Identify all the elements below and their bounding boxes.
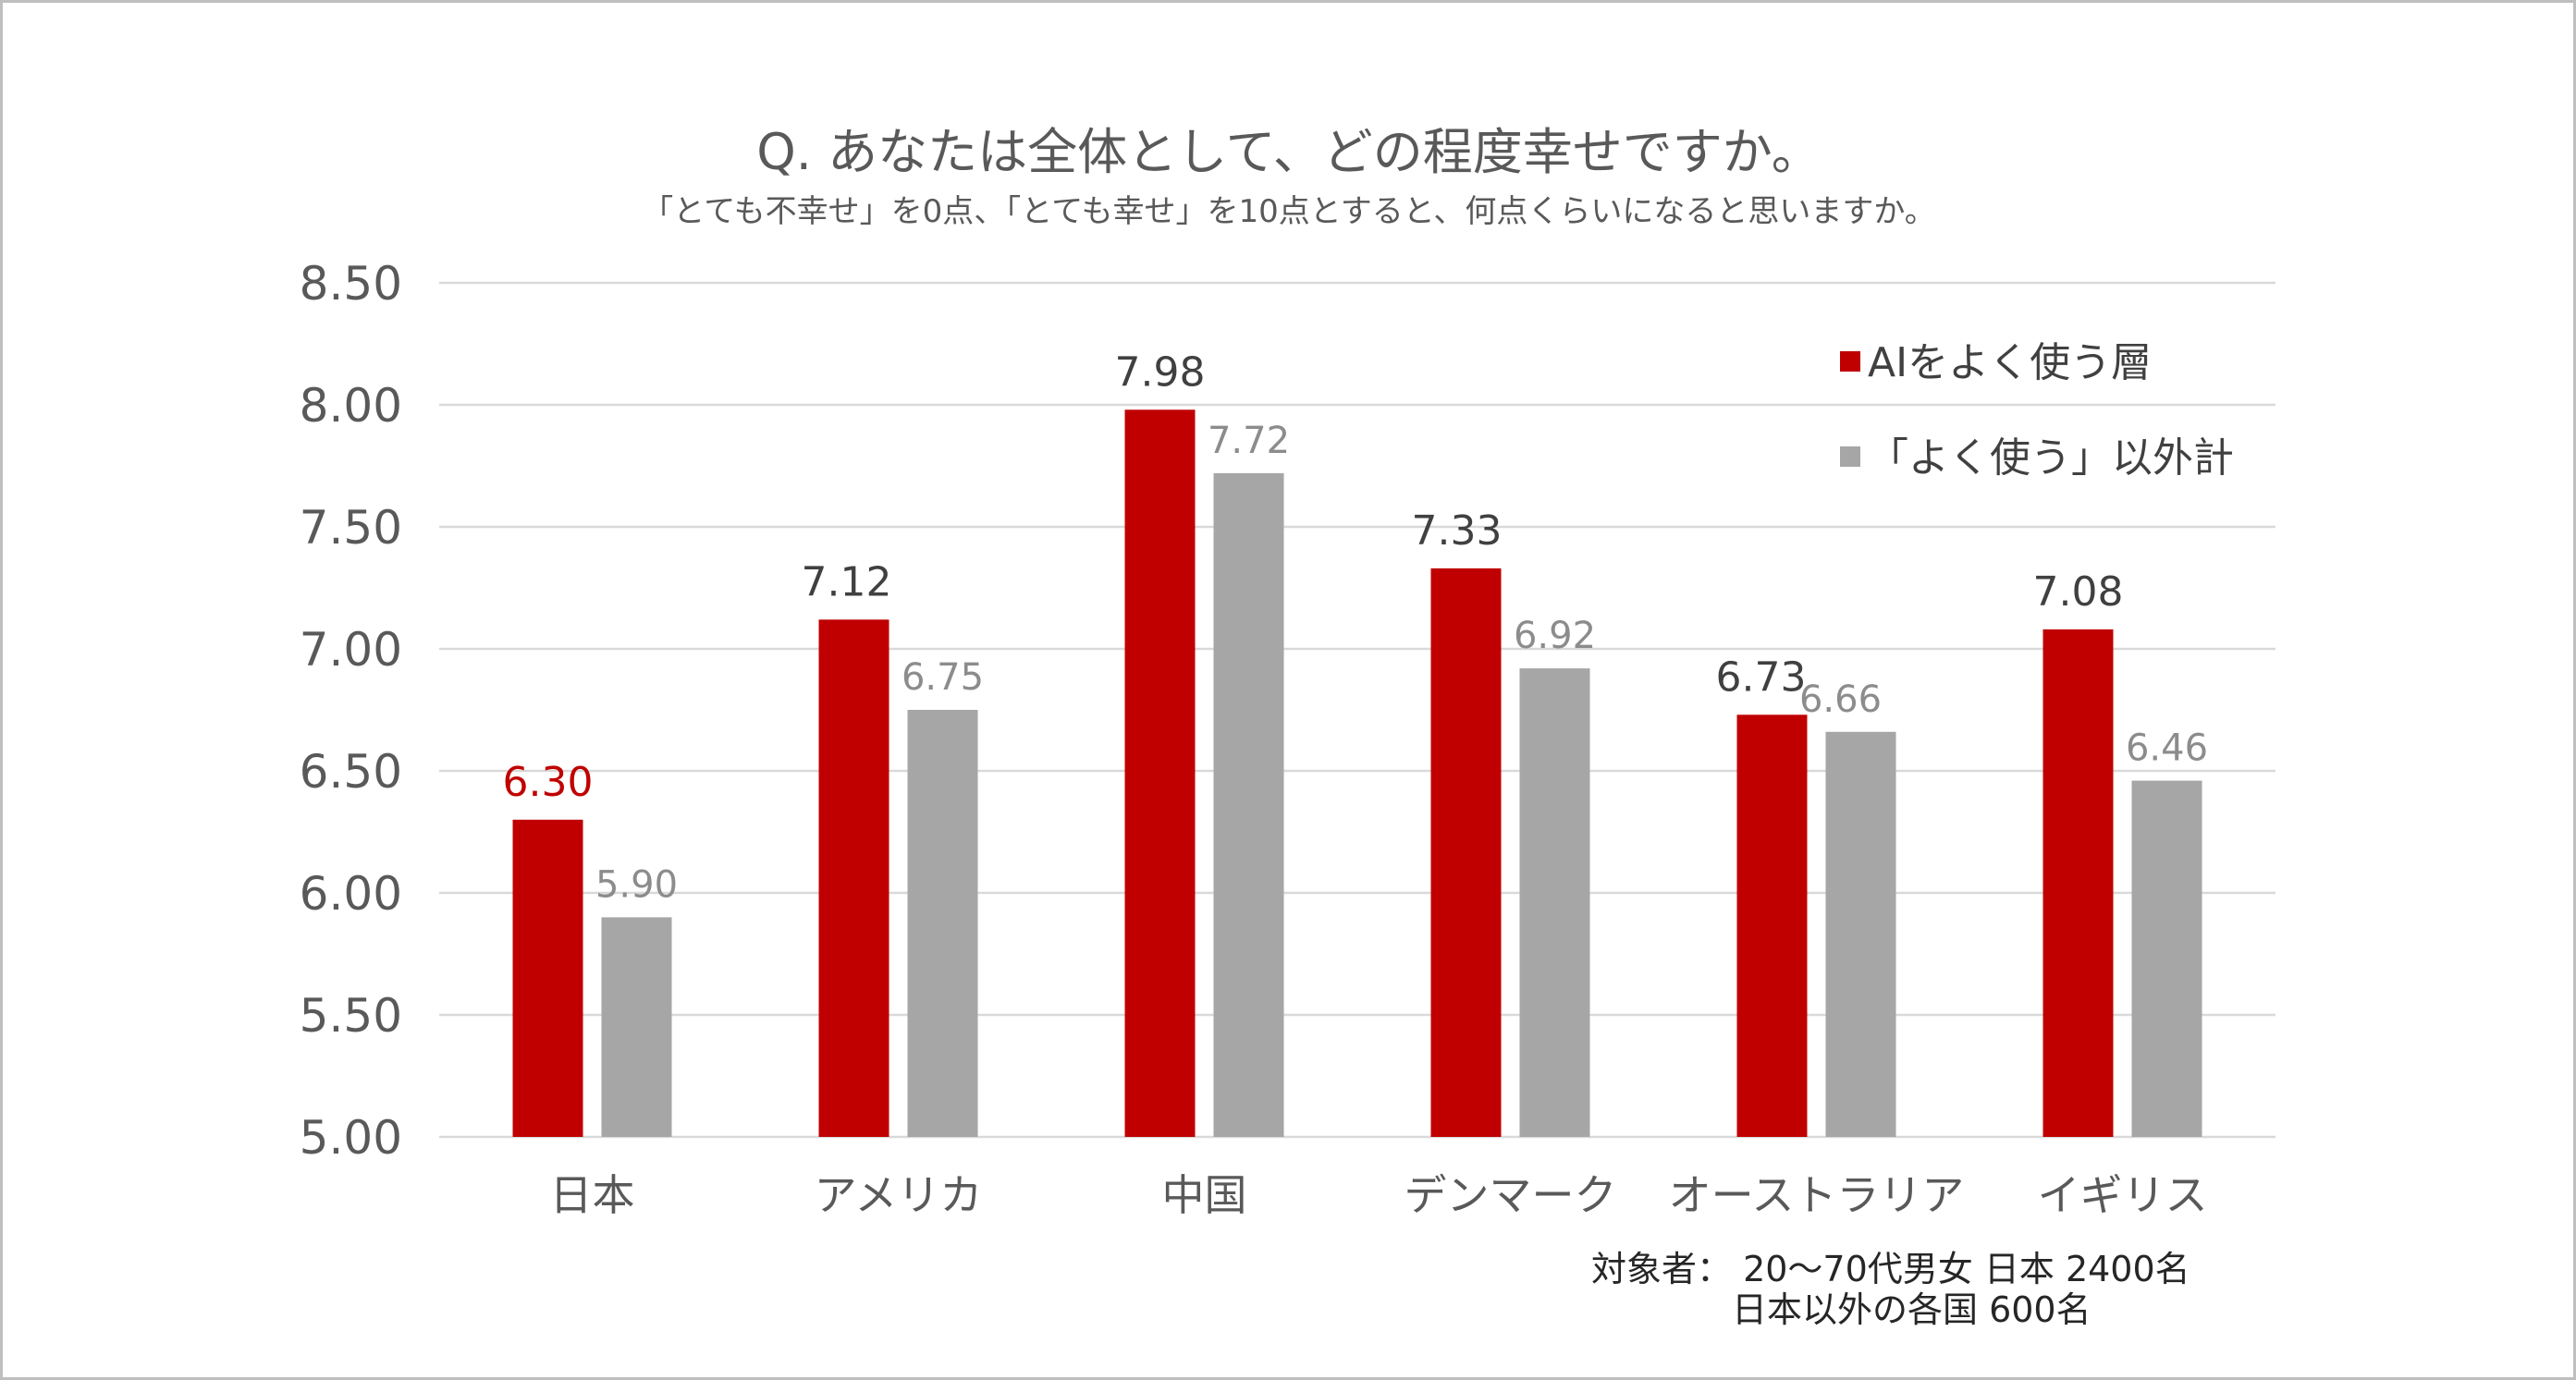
y-tick-label: 7.00 (300, 623, 402, 677)
legend-swatch-ai-users (1840, 351, 1860, 372)
y-tick-label: 6.50 (300, 745, 402, 799)
label-ai-users-0: 6.30 (503, 759, 594, 806)
bar-ai-users-0 (512, 819, 583, 1137)
y-axis: 5.00 5.50 6.00 6.50 7.00 7.50 8.00 8.50 (300, 257, 402, 1165)
bar-others-2 (1213, 472, 1284, 1137)
label-ai-users-1: 7.12 (802, 558, 892, 605)
bars (512, 409, 2202, 1137)
x-tick-label: 中国 (1162, 1170, 1247, 1220)
label-others-3: 6.92 (1514, 615, 1596, 657)
label-others-2: 7.72 (1208, 420, 1290, 462)
y-tick-label: 8.00 (300, 379, 402, 433)
x-tick-label: イギリス (2038, 1170, 2208, 1220)
label-others-0: 5.90 (595, 863, 678, 906)
bar-ai-users-3 (1430, 568, 1502, 1137)
legend-swatch-others (1840, 446, 1860, 467)
x-tick-label: アメリカ (815, 1170, 983, 1220)
bar-chart: Q. あなたは全体として、どの程度幸せですか。 「とても不幸せ」を0点、「とても… (300, 123, 2275, 1330)
bar-others-4 (1825, 731, 1896, 1137)
gridlines (439, 281, 2275, 1139)
legend-label-others: 「よく使う」以外計 (1868, 434, 2234, 482)
x-tick-label: オーストラリア (1669, 1170, 1965, 1220)
label-ai-users-4: 6.73 (1716, 653, 1807, 701)
y-tick-label: 7.50 (300, 501, 402, 555)
label-ai-users-3: 7.33 (1412, 507, 1503, 555)
y-tick-label: 5.50 (300, 989, 402, 1043)
note-line-1: 対象者： 20～70代男女 日本 2400名 (1591, 1249, 2190, 1289)
chart-subtitle: 「とても不幸せ」を0点、「とても幸せ」を10点とすると、何点くらいになると思いま… (642, 193, 1935, 230)
legend-label-ai-users: AIをよく使う層 (1868, 339, 2152, 386)
x-tick-label: デンマーク (1405, 1170, 1617, 1220)
bar-ai-users-2 (1124, 409, 1196, 1137)
x-axis: 日本 アメリカ 中国 デンマーク オーストラリア イギリス (550, 1170, 2208, 1220)
y-tick-label: 8.50 (300, 257, 402, 311)
label-ai-users-2: 7.98 (1115, 348, 1206, 396)
bar-others-1 (907, 710, 978, 1137)
label-others-1: 6.75 (902, 656, 984, 699)
bar-ai-users-4 (1736, 714, 1808, 1137)
bar-ai-users-1 (818, 619, 889, 1137)
legend: AIをよく使う層 「よく使う」以外計 (1840, 339, 2234, 482)
bar-others-0 (601, 917, 672, 1137)
label-ai-users-5: 7.08 (2033, 568, 2124, 616)
label-others-4: 6.66 (1799, 678, 1882, 721)
y-tick-label: 6.00 (300, 867, 402, 921)
data-labels: 6.30 5.90 7.12 6.75 7.987.72 7.33 6.92 6.736.66… (503, 348, 2209, 906)
note-line-2: 日本以外の各国 600名 (1732, 1289, 2091, 1330)
bar-ai-users-5 (2042, 629, 2114, 1137)
label-others-5: 6.46 (2126, 727, 2208, 770)
bar-others-3 (1519, 668, 1590, 1137)
y-tick-label: 5.00 (300, 1111, 402, 1165)
x-tick-label: 日本 (550, 1170, 635, 1220)
chart-title: Q. あなたは全体として、どの程度幸せですか。 (756, 123, 1821, 181)
bar-others-5 (2131, 780, 2202, 1137)
